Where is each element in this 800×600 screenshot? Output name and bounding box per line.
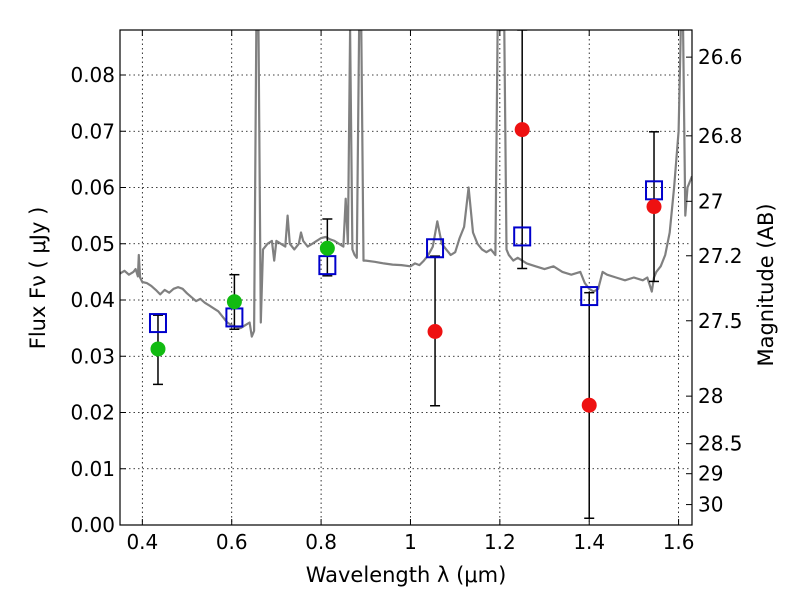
y-axis-right-label: Magnitude (AB) <box>754 203 778 366</box>
model-square-point <box>426 238 445 259</box>
green-data-point <box>226 294 242 310</box>
y-tick-label: 0.06 <box>70 176 115 200</box>
plot-frame <box>119 29 693 526</box>
right-tick-label: 26.8 <box>698 124 743 148</box>
red-data-point <box>581 397 597 413</box>
right-tick-label: 28 <box>698 384 723 408</box>
x-tick-label: 0.6 <box>216 530 248 554</box>
axis-ticks: 0.4 0.6 0.8 1 1.2 1.4 1.6 0.00 0.01 0.02 0.03 0.04 0… <box>70 30 743 554</box>
right-tick-label: 29 <box>698 462 723 486</box>
plot-area <box>120 30 692 519</box>
y-tick-label: 0.02 <box>70 401 115 425</box>
x-tick-label: 1.4 <box>573 530 605 554</box>
y-tick-label: 0.07 <box>70 119 115 143</box>
spectrum-line <box>120 30 692 338</box>
model-square-point <box>148 313 167 334</box>
red-data-point <box>646 199 662 215</box>
model-square-point <box>318 255 337 276</box>
model-square-point <box>513 226 532 247</box>
y-tick-label: 0.04 <box>70 288 115 312</box>
x-axis-label: Wavelength λ (μm) <box>306 563 507 587</box>
y-tick-label: 0.05 <box>70 232 115 256</box>
y-tick-label: 0.08 <box>70 63 115 87</box>
right-tick-label: 27.2 <box>698 244 743 268</box>
right-tick-label: 30 <box>698 493 723 517</box>
green-data-point <box>319 240 335 256</box>
red-data-point <box>427 324 443 339</box>
y-tick-label: 0.01 <box>70 457 115 481</box>
green-data-point <box>150 341 166 357</box>
model-square-point <box>580 286 599 307</box>
x-tick-label: 0.4 <box>126 530 158 554</box>
y-axis-label: Flux Fν ( μJy ) <box>26 207 50 350</box>
x-tick-label: 1.6 <box>663 530 695 554</box>
right-tick-label: 26.6 <box>698 45 743 69</box>
red-data-point <box>514 122 530 138</box>
x-tick-label: 0.8 <box>305 530 337 554</box>
right-tick-label: 27.5 <box>698 309 743 333</box>
grid <box>120 30 692 526</box>
y-tick-label: 0.00 <box>70 513 115 537</box>
x-tick-label: 1 <box>404 530 417 554</box>
y-tick-label: 0.03 <box>70 344 115 368</box>
right-tick-label: 27 <box>698 189 723 213</box>
x-tick-label: 1.2 <box>484 530 516 554</box>
right-tick-label: 28.5 <box>698 432 743 456</box>
